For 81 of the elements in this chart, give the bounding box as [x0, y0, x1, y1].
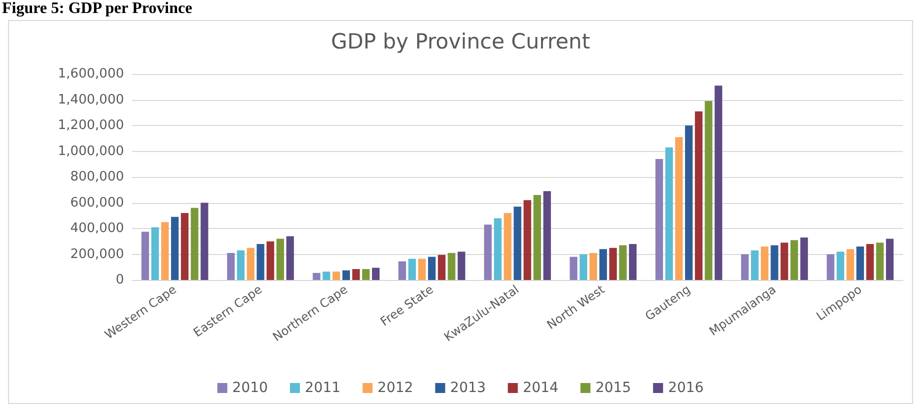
bar [790, 240, 798, 280]
bar [266, 241, 274, 280]
bar [332, 272, 340, 280]
legend-label: 2014 [522, 380, 559, 396]
bar [780, 242, 788, 280]
bar [886, 238, 894, 280]
bar [398, 261, 406, 280]
bar [856, 246, 864, 280]
bar [665, 147, 673, 280]
y-tick-label: 400,000 [70, 221, 124, 236]
bar [533, 195, 542, 280]
caption: Figure 5: GDP per Province [2, 0, 192, 18]
bar [750, 250, 759, 280]
bar [200, 202, 208, 280]
bar [655, 158, 664, 280]
bar [438, 254, 446, 280]
bar [741, 254, 749, 280]
bar [352, 269, 360, 280]
bar [599, 249, 607, 280]
y-tick-label: 800,000 [70, 170, 124, 184]
bar [141, 232, 150, 280]
bar [276, 238, 284, 280]
legend-label: 2016 [668, 380, 704, 396]
bar [685, 126, 693, 280]
bar [628, 244, 637, 280]
bar [514, 206, 522, 280]
bar [590, 252, 598, 280]
bar [236, 250, 245, 280]
bar [428, 256, 436, 280]
bar [866, 244, 874, 280]
legend-label: 2011 [304, 380, 341, 396]
y-tick-label: 1,000,000 [58, 144, 124, 159]
bar [609, 248, 617, 280]
legend-label: 2015 [595, 380, 632, 396]
bar [342, 270, 350, 280]
bar [543, 191, 551, 280]
bar [524, 200, 532, 280]
bar [800, 238, 808, 280]
legend-label: 2010 [232, 380, 268, 396]
bar [770, 245, 778, 280]
bar [704, 101, 712, 280]
bar [694, 111, 702, 280]
chart-title: GDP by Province Current [330, 30, 590, 54]
bar [570, 256, 578, 280]
bar [448, 252, 456, 280]
bar [458, 252, 466, 280]
bar [846, 249, 854, 280]
bar [322, 272, 330, 280]
bar [286, 236, 294, 280]
bar [876, 242, 884, 280]
bar [675, 137, 683, 280]
bar [826, 254, 834, 280]
bar [246, 248, 254, 280]
bar [171, 216, 179, 280]
bar [494, 218, 502, 280]
legend-label: 2012 [378, 380, 414, 396]
y-tick-label: 200,000 [70, 246, 124, 262]
bar [484, 224, 492, 280]
bar [504, 213, 512, 280]
bar [418, 258, 426, 280]
bar [619, 245, 627, 280]
y-tick-label: 1,400,000 [58, 92, 124, 108]
bar [760, 246, 768, 280]
bar [408, 258, 416, 280]
y-tick-label: 0 [116, 272, 124, 288]
y-tick-label: 1,200,000 [58, 118, 124, 133]
bar [180, 213, 188, 280]
bar [312, 272, 320, 280]
bar [714, 86, 722, 280]
y-tick-label: 1,600,000 [58, 66, 124, 82]
bar [580, 254, 588, 280]
y-tick-label: 600,000 [70, 195, 124, 210]
legend-label: 2013 [450, 380, 486, 396]
bar [190, 208, 198, 280]
bar [151, 227, 159, 280]
bar [161, 222, 169, 280]
bar [256, 244, 264, 280]
bar [836, 252, 844, 280]
bar [372, 268, 380, 280]
bar [227, 252, 235, 280]
bar [362, 269, 370, 280]
